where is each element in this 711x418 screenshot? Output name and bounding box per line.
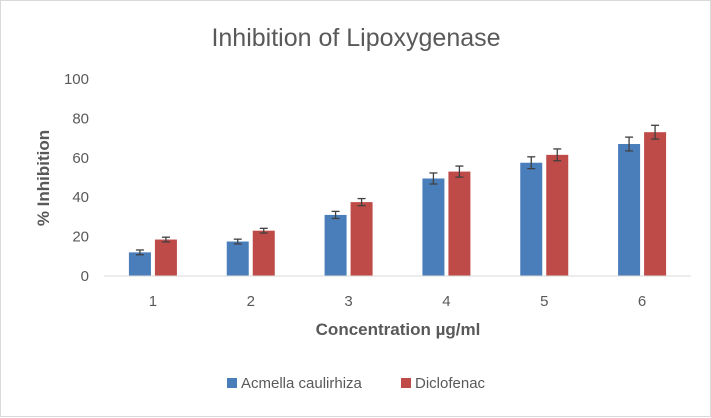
legend-swatch xyxy=(227,378,237,388)
x-tick-label: 5 xyxy=(540,293,548,310)
bar-diclofenac xyxy=(546,154,569,276)
y-tick-label: 0 xyxy=(81,268,89,285)
y-tick-label: 40 xyxy=(72,189,89,206)
error-bars-group xyxy=(135,124,660,256)
bar-diclofenac xyxy=(350,202,373,276)
bar-diclofenac xyxy=(252,230,275,276)
bar-diclofenac xyxy=(154,239,177,276)
legend-swatch xyxy=(401,378,411,388)
legend: Acmella caulirhiza Diclofenac xyxy=(227,375,486,392)
legend-label: Diclofenac xyxy=(415,375,486,392)
bar-acmella-caulirhiza xyxy=(422,178,445,276)
legend-label: Acmella caulirhiza xyxy=(241,375,363,392)
x-tick-label: 2 xyxy=(247,293,255,310)
y-tick-label: 80 xyxy=(72,110,89,127)
bar-diclofenac xyxy=(644,132,667,276)
x-axis-ticks: 1 2 3 4 5 6 xyxy=(149,293,647,310)
bars-group xyxy=(128,132,667,276)
bar-acmella-caulirhiza xyxy=(226,241,249,276)
x-axis-title: Concentration µg/ml xyxy=(316,320,481,339)
bar-diclofenac xyxy=(448,171,471,276)
bar-acmella-caulirhiza xyxy=(618,144,641,276)
bar-acmella-caulirhiza xyxy=(128,252,151,276)
bar-acmella-caulirhiza xyxy=(520,162,543,276)
bar-acmella-caulirhiza xyxy=(324,214,347,276)
x-tick-label: 4 xyxy=(442,293,450,310)
y-axis-title: % Inhibition xyxy=(34,130,53,226)
y-axis-ticks: 0 20 40 60 80 100 xyxy=(64,71,89,285)
x-tick-label: 1 xyxy=(149,293,157,310)
y-tick-label: 100 xyxy=(64,71,89,88)
y-tick-label: 20 xyxy=(72,229,89,246)
x-tick-label: 6 xyxy=(638,293,646,310)
x-tick-label: 3 xyxy=(344,293,352,310)
y-tick-label: 60 xyxy=(72,150,89,167)
chart-title: Inhibition of Lipoxygenase xyxy=(211,24,500,52)
